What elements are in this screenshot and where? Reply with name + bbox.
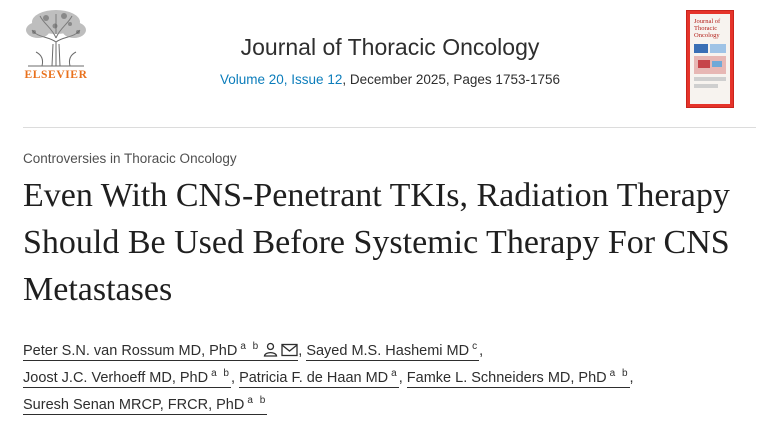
author-senan[interactable]: Suresh Senan MRCP, FRCR, PhD a b	[23, 395, 268, 415]
cover-graphic-4	[698, 60, 710, 68]
author-separator: ,	[398, 370, 403, 386]
cover-graphic-2	[710, 44, 726, 53]
cover-page: Journal of Thoracic Oncology	[690, 14, 730, 104]
cover-graphic-1	[694, 44, 708, 53]
cover-graphic-7	[694, 84, 718, 88]
issue-info: Volume 20, Issue 12, December 2025, Page…	[200, 72, 580, 87]
header-divider	[23, 127, 756, 128]
article-title: Even With CNS-Penetrant TKIs, Radiation …	[23, 177, 730, 308]
cover-title: Journal of Thoracic Oncology	[694, 18, 721, 39]
author-separator: ,	[231, 370, 236, 386]
affiliation-marker: a b	[247, 395, 268, 406]
author-line-1: Peter S.N. van Rossum MD, PhD a b, Sayed …	[23, 333, 763, 361]
affiliation-marker: a b	[211, 368, 231, 379]
affiliation-marker: c	[472, 341, 480, 352]
elsevier-tree-icon	[22, 8, 90, 68]
issue-details: , December 2025, Pages 1753-1756	[342, 72, 560, 87]
author-hashemi[interactable]: Sayed M.S. Hashemi MD c	[306, 341, 480, 361]
envelope-icon	[281, 343, 298, 357]
author-line-2: Joost J.C. Verhoeff MD, PhD a b, Patricia…	[23, 360, 763, 388]
publisher-name: ELSEVIER	[24, 69, 88, 81]
author-separator: ,	[298, 343, 303, 359]
author-list: Peter S.N. van Rossum MD, PhD a b, Sayed …	[23, 333, 763, 415]
cover-graphic-6	[694, 77, 726, 81]
author-separator: ,	[629, 370, 634, 386]
issue-link[interactable]: Volume 20, Issue 12	[220, 72, 343, 87]
elsevier-logo[interactable]: ELSEVIER	[22, 8, 90, 84]
author-schneiders[interactable]: Famke L. Schneiders MD, PhD a b	[406, 368, 630, 388]
affiliation-marker: a	[391, 368, 399, 379]
author-verhoeff[interactable]: Joost J.C. Verhoeff MD, PhD a b	[23, 368, 231, 388]
affiliation-marker: a b	[240, 341, 261, 352]
cover-graphic-5	[712, 61, 722, 67]
author-de-haan[interactable]: Patricia F. de Haan MD a	[239, 368, 399, 388]
person-icon	[264, 342, 278, 357]
affiliation-marker: a b	[609, 368, 630, 379]
author-van-rossum[interactable]: Peter S.N. van Rossum MD, PhD a b	[23, 341, 299, 361]
author-line-3: Suresh Senan MRCP, FRCR, PhD a b	[23, 387, 763, 415]
author-separator: ,	[479, 343, 484, 359]
journal-title[interactable]: Journal of Thoracic Oncology	[240, 34, 540, 60]
journal-cover-thumbnail[interactable]: Journal of Thoracic Oncology	[686, 10, 734, 108]
article-section-label: Controversies in Thoracic Oncology	[23, 151, 237, 166]
